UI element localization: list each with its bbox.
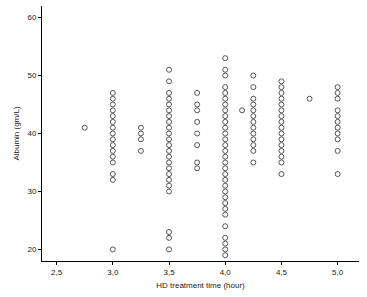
svg-text:3,0: 3,0 bbox=[107, 268, 119, 277]
svg-text:2,5: 2,5 bbox=[51, 268, 63, 277]
svg-text:4,0: 4,0 bbox=[220, 268, 232, 277]
svg-text:3,5: 3,5 bbox=[163, 268, 175, 277]
svg-text:4,5: 4,5 bbox=[276, 268, 288, 277]
svg-text:60: 60 bbox=[27, 13, 36, 22]
svg-text:40: 40 bbox=[27, 129, 36, 138]
svg-text:50: 50 bbox=[27, 71, 36, 80]
svg-text:Albumin (gm/L): Albumin (gm/L) bbox=[12, 106, 21, 161]
svg-text:20: 20 bbox=[27, 245, 36, 254]
svg-text:30: 30 bbox=[27, 187, 36, 196]
svg-text:5,0: 5,0 bbox=[332, 268, 344, 277]
svg-text:HD treatment time (hour): HD treatment time (hour) bbox=[156, 281, 245, 290]
